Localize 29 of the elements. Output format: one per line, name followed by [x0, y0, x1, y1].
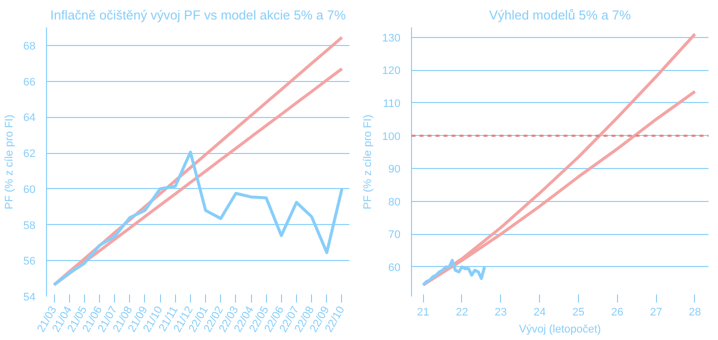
y-tick-label: 90 — [388, 164, 401, 176]
x-tick-label: 22 — [456, 306, 468, 318]
x-tick-label: 26 — [611, 306, 624, 318]
y-axis-title: PF (% z cíle pro FI) — [362, 114, 374, 210]
y-tick-label: 68 — [23, 40, 36, 52]
y-tick-label: 100 — [382, 130, 401, 143]
y-tick-label: 54 — [23, 292, 36, 304]
x-tick-label: 27 — [650, 306, 662, 318]
y-tick-label: 66 — [23, 76, 36, 88]
x-tick-label: 28 — [688, 306, 702, 318]
y-tick-label: 70 — [388, 229, 401, 242]
y-tick-label: 120 — [382, 65, 401, 78]
y-tick-label: 80 — [388, 196, 401, 208]
x-tick-label: 23 — [494, 306, 507, 318]
y-tick-label: 56 — [23, 256, 36, 268]
x-tick-label: 24 — [534, 306, 546, 318]
y-tick-label: 60 — [388, 262, 401, 274]
y-tick-label: 110 — [382, 98, 401, 110]
y-tick-label: 62 — [23, 148, 36, 160]
y-tick-label: 64 — [23, 112, 36, 124]
x-tick-label: 25 — [572, 306, 585, 318]
y-tick-label: 130 — [382, 32, 401, 44]
y-tick-label: 60 — [23, 184, 36, 196]
x-tick-label: 21 — [417, 306, 430, 318]
y-axis-title: PF (% z cíle pro FI) — [3, 114, 16, 210]
x-axis-title: Vývoj (letopočet) — [519, 324, 601, 336]
chart-title: Inflačně očištěný vývoj PF vs model akcie 5% a 7% — [50, 8, 346, 22]
y-tick-label: 58 — [23, 220, 36, 232]
chart-title: Výhled modelů 5% a 7% — [489, 8, 632, 22]
